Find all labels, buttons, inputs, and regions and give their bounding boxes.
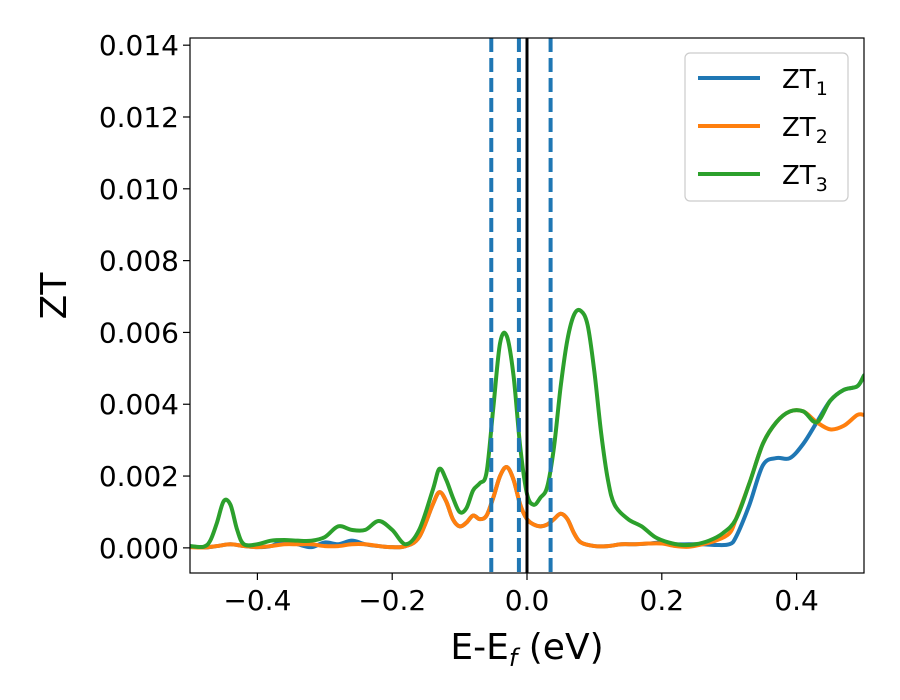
- legend-label-zt2: ZT2: [782, 113, 828, 148]
- y-tick-label: 0.002: [99, 460, 179, 493]
- x-tick-label: −0.4: [223, 584, 291, 617]
- legend-label-sub: 1: [816, 78, 828, 100]
- legend-label-zt3: ZT3: [782, 161, 828, 196]
- y-tick-label: 0.008: [99, 245, 179, 278]
- y-tick-label: 0.004: [99, 388, 179, 421]
- legend-box: [684, 52, 849, 202]
- y-tick-label: 0.014: [99, 29, 179, 62]
- series-line-zt3: [190, 307, 864, 550]
- legend-label-main: ZT: [782, 113, 816, 143]
- x-axis-label: E-Ef (eV): [450, 627, 603, 672]
- legend-label-main: ZT: [782, 65, 816, 95]
- x-tick-label: 0.4: [774, 584, 819, 617]
- x-axis-label-main: E-E: [450, 627, 508, 668]
- axes: −0.4 −0.2 0.0 0.2 0.4 0.000 0.002 0.004 0.006 0.0…: [99, 29, 865, 617]
- y-tick-label: 0.006: [99, 316, 179, 349]
- legend-label-sub: 3: [816, 174, 828, 196]
- x-tick-label: −0.2: [358, 584, 426, 617]
- legend-label-zt1: ZT1: [782, 65, 828, 100]
- x-tick-label: 0.2: [640, 584, 685, 617]
- legend-label-main: ZT: [782, 161, 816, 191]
- plot-area: [190, 38, 864, 573]
- y-axis-label: ZT: [34, 272, 75, 320]
- y-tick-label: 0.000: [99, 532, 179, 565]
- legend-label-sub: 2: [816, 126, 828, 148]
- y-tick-label: 0.012: [99, 101, 179, 134]
- y-tick-label: 0.010: [99, 173, 179, 206]
- x-tick-label: 0.0: [505, 584, 550, 617]
- x-axis-label-unit: (eV): [517, 627, 603, 668]
